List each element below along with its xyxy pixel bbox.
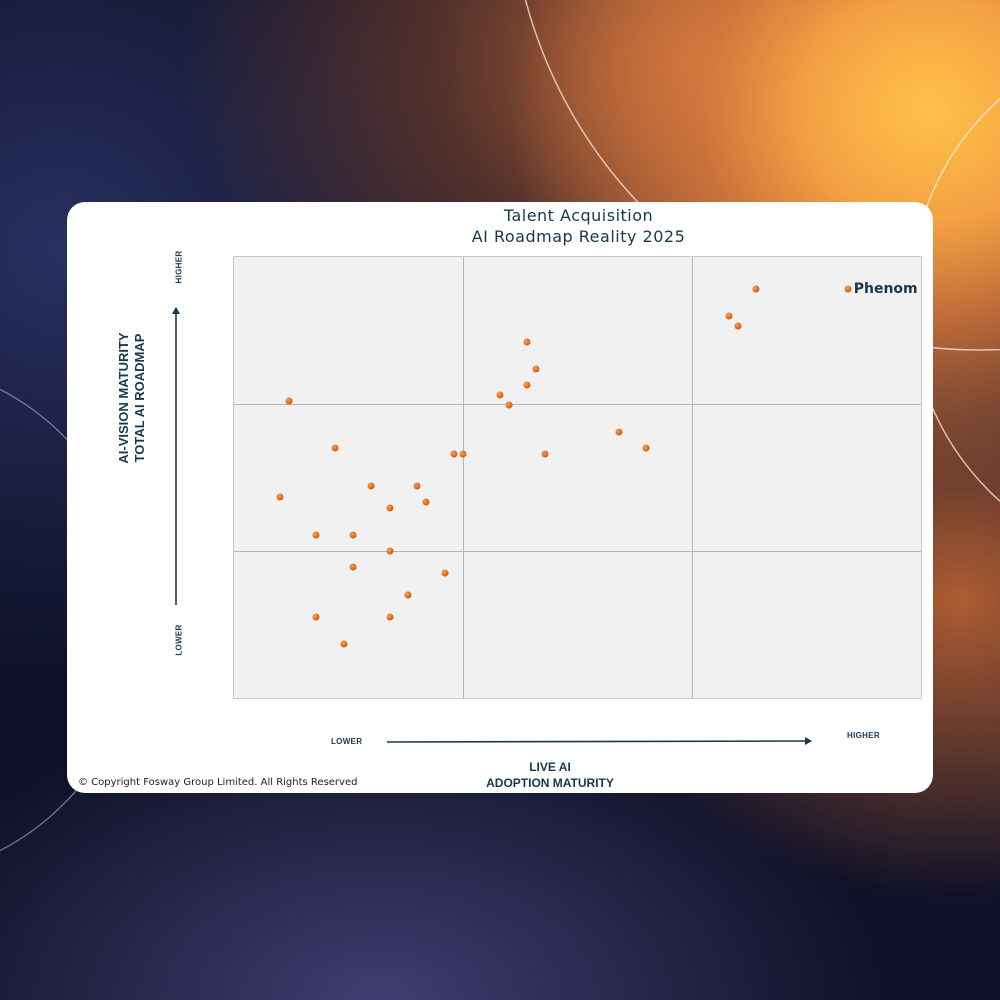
data-point (422, 498, 430, 506)
y-axis-title-line-1: AI-VISION MATURITY (116, 332, 131, 464)
data-point (367, 482, 375, 490)
data-point (386, 504, 394, 512)
gridline-horizontal (234, 404, 921, 405)
data-point (505, 401, 513, 409)
y-tick-high-label: Higher (174, 250, 184, 284)
data-point (276, 493, 284, 501)
axis-arrows (172, 307, 812, 746)
data-point (312, 531, 320, 539)
y-tick-low-label: Lower (174, 624, 184, 656)
chart-title-line-1: Talent Acquisition (503, 206, 654, 225)
data-point (642, 444, 650, 452)
data-point-label: Phenom (853, 281, 918, 298)
data-point (615, 428, 623, 436)
data-point (496, 391, 504, 399)
x-tick-high-label: Higher (847, 731, 880, 740)
x-axis-title-line-1: LIVE AI (529, 760, 571, 774)
data-point (541, 450, 549, 458)
data-point (386, 613, 394, 621)
background-arc (524, 0, 1000, 351)
data-point (285, 397, 293, 405)
data-point (413, 482, 421, 490)
data-point (331, 444, 339, 452)
data-point (752, 285, 760, 293)
chart-title-line-2: AI Roadmap Reality 2025 (471, 227, 686, 246)
data-point (441, 569, 449, 577)
data-point (459, 450, 467, 458)
gridline-vertical (692, 257, 693, 698)
copyright-notice: © Copyright Fosway Group Limited. All Ri… (78, 777, 358, 788)
x-axis-title-line-2: ADOPTION MATURITY (486, 776, 614, 790)
data-point (734, 322, 742, 330)
data-point (523, 338, 531, 346)
chart-card: Talent Acquisition AI Roadmap Reality 20… (67, 202, 933, 793)
gridline-horizontal (234, 551, 921, 552)
chart-title: Talent Acquisition AI Roadmap Reality 20… (67, 205, 933, 247)
data-point (725, 312, 733, 320)
data-point (404, 591, 412, 599)
plot-area: Phenom (233, 256, 922, 699)
data-point (349, 563, 357, 571)
data-point (349, 531, 357, 539)
gridline-vertical (463, 257, 464, 698)
data-point (844, 285, 852, 293)
x-axis-title: LIVE AI ADOPTION MATURITY (450, 759, 650, 791)
data-point (386, 547, 394, 555)
data-point (450, 450, 458, 458)
data-point (523, 381, 531, 389)
data-point (532, 365, 540, 373)
data-point (340, 640, 348, 648)
data-point (312, 613, 320, 621)
x-axis-arrow (386, 737, 812, 746)
y-axis-title-line-2: TOTAL AI ROADMAP (132, 333, 147, 463)
x-tick-low-label: Lower (331, 737, 363, 746)
